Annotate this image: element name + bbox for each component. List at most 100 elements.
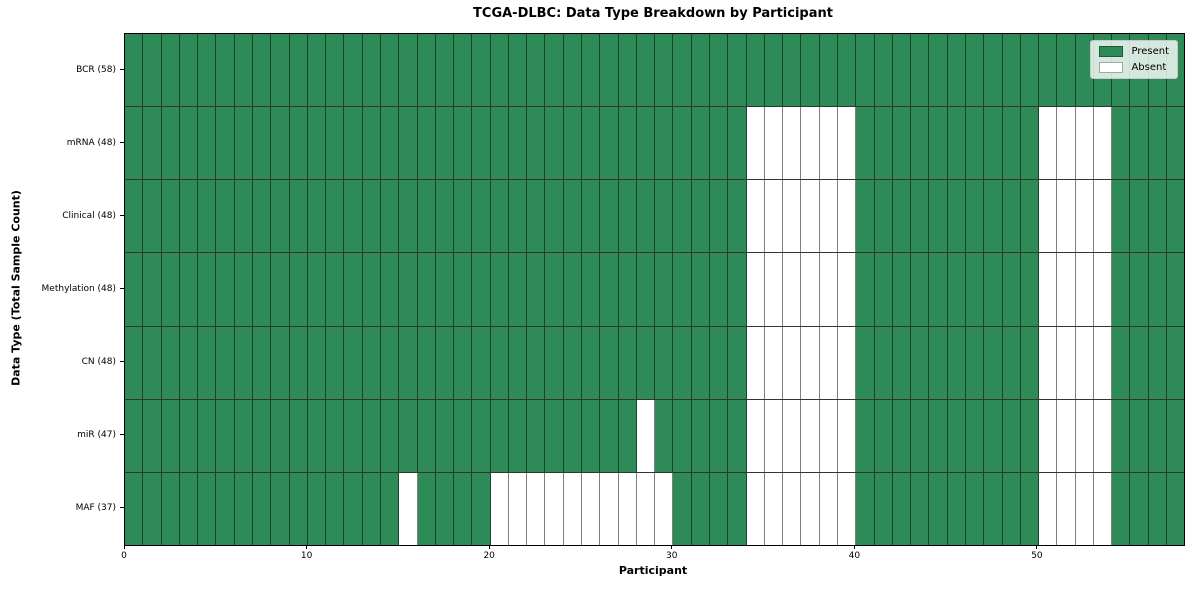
heatmap-cell	[271, 253, 290, 326]
heatmap-cell	[417, 34, 436, 107]
heatmap-cell	[252, 107, 272, 180]
heatmap-cell	[1075, 326, 1094, 399]
heatmap-cell	[252, 253, 272, 326]
heatmap-cell	[1112, 180, 1131, 253]
heatmap-cell	[289, 399, 308, 472]
x-tick-label: 50	[1031, 551, 1043, 561]
heatmap-cell	[545, 34, 564, 107]
heatmap-cell	[947, 253, 966, 326]
heatmap-cell	[874, 326, 893, 399]
heatmap-cell	[856, 326, 875, 399]
heatmap-cell	[198, 180, 217, 253]
heatmap-cell	[454, 34, 473, 107]
heatmap-cell	[1130, 253, 1149, 326]
heatmap-cell	[655, 399, 674, 472]
heatmap-row-mir	[125, 399, 1185, 473]
heatmap-row-bcr	[125, 34, 1185, 108]
heatmap-cell	[618, 253, 637, 326]
heatmap-cell	[911, 399, 930, 472]
heatmap-cell	[892, 34, 912, 107]
heatmap-cell	[454, 180, 473, 253]
heatmap-cell	[234, 472, 253, 545]
heatmap-cell	[490, 399, 509, 472]
y-tick-mark	[120, 434, 124, 435]
heatmap-cell	[1020, 326, 1040, 399]
heatmap-cell	[143, 326, 162, 399]
heatmap-cell	[125, 107, 144, 180]
heatmap-cell	[161, 472, 180, 545]
heatmap-cell	[234, 180, 253, 253]
heatmap-cell	[1039, 253, 1058, 326]
x-tick-mark	[488, 545, 490, 549]
heatmap-cell	[380, 34, 400, 107]
heatmap-cell	[929, 399, 948, 472]
heatmap-cell	[1020, 472, 1040, 545]
heatmap-cell	[326, 107, 345, 180]
heatmap-cell	[1020, 34, 1040, 107]
heatmap-cell	[362, 107, 381, 180]
heatmap-cell	[508, 326, 528, 399]
heatmap-cell	[234, 34, 253, 107]
heatmap-cell	[1057, 180, 1076, 253]
heatmap-cell	[636, 34, 656, 107]
heatmap-cell	[435, 180, 455, 253]
heatmap-cell	[380, 253, 400, 326]
heatmap-cell	[655, 472, 674, 545]
heatmap-cell	[417, 399, 436, 472]
heatmap-cell	[801, 472, 820, 545]
heatmap-cell	[947, 472, 966, 545]
heatmap-cell	[161, 326, 180, 399]
heatmap-cell	[179, 399, 199, 472]
heatmap-cell	[636, 253, 656, 326]
heatmap-cell	[271, 107, 290, 180]
heatmap-cell	[490, 472, 509, 545]
heatmap-cell	[819, 107, 838, 180]
heatmap-cell	[746, 326, 765, 399]
y-tick-label: BCR (58)	[76, 64, 116, 75]
heatmap-cell	[582, 326, 601, 399]
heatmap-cell	[746, 472, 765, 545]
heatmap-grid	[125, 34, 1185, 545]
heatmap-cell	[216, 107, 235, 180]
heatmap-cell	[143, 180, 162, 253]
heatmap-cell	[837, 399, 857, 472]
heatmap-cell	[362, 34, 381, 107]
heatmap-cell	[764, 107, 784, 180]
heatmap-cell	[417, 472, 436, 545]
y-tick-mark	[120, 361, 124, 362]
heatmap-cell	[892, 399, 912, 472]
x-tick-mark	[853, 545, 855, 549]
heatmap-cell	[289, 253, 308, 326]
heatmap-cell	[307, 472, 327, 545]
heatmap-cell	[600, 253, 619, 326]
heatmap-cell	[1057, 399, 1076, 472]
heatmap-cell	[161, 34, 180, 107]
heatmap-cell	[289, 326, 308, 399]
heatmap-cell	[819, 326, 838, 399]
heatmap-cell	[1130, 107, 1149, 180]
heatmap-cell	[710, 253, 729, 326]
heatmap-cell	[143, 107, 162, 180]
heatmap-cell	[874, 34, 893, 107]
heatmap-cell	[125, 326, 144, 399]
heatmap-cell	[198, 399, 217, 472]
heatmap-cell	[856, 472, 875, 545]
legend-label: Absent	[1131, 62, 1167, 73]
y-tick-label: Clinical (48)	[62, 210, 116, 221]
heatmap-cell	[454, 399, 473, 472]
x-axis-label: Participant	[618, 564, 688, 577]
heatmap-cell	[673, 472, 692, 545]
legend-entry-absent: Absent	[1099, 62, 1169, 73]
heatmap-cell	[271, 34, 290, 107]
heatmap-cell	[856, 253, 875, 326]
heatmap-cell	[344, 107, 363, 180]
heatmap-cell	[399, 34, 418, 107]
heatmap-cell	[1148, 472, 1168, 545]
heatmap-cell	[783, 180, 802, 253]
heatmap-cell	[746, 34, 765, 107]
heatmap-cell	[655, 34, 674, 107]
heatmap-cell	[234, 107, 253, 180]
heatmap-cell	[655, 180, 674, 253]
heatmap-cell	[271, 399, 290, 472]
y-tick-label: MAF (37)	[75, 502, 116, 513]
